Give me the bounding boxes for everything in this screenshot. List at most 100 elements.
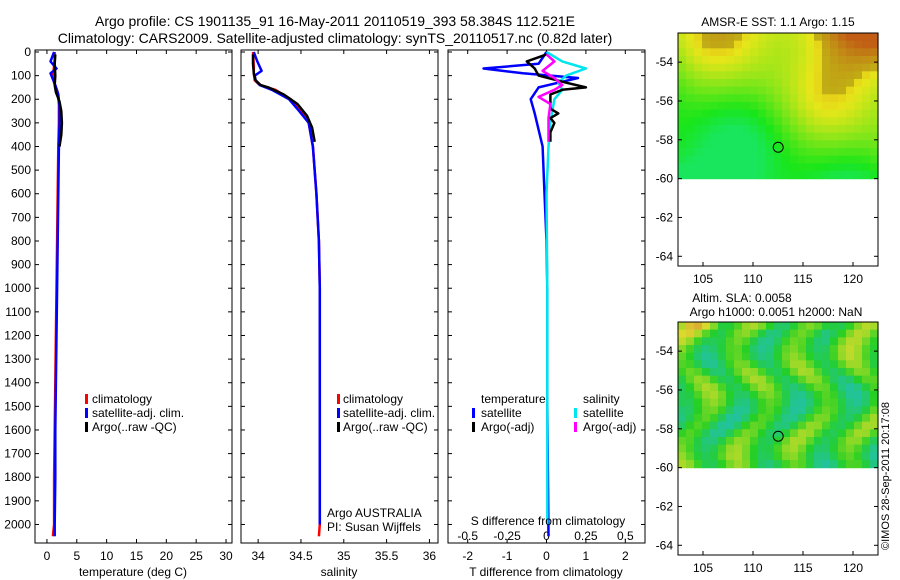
heatmap-cell bbox=[678, 329, 687, 338]
heatmap-cell bbox=[726, 390, 735, 400]
heatmap-cell bbox=[854, 78, 863, 88]
heatmap-cell bbox=[806, 459, 815, 469]
heatmap-cell bbox=[782, 406, 791, 415]
heatmap-cell bbox=[702, 94, 711, 103]
heatmap-cell bbox=[718, 163, 727, 172]
heatmap-cell bbox=[822, 375, 831, 384]
heatmap-cell bbox=[822, 367, 831, 377]
heatmap-cell bbox=[718, 383, 727, 392]
heatmap-cell bbox=[734, 170, 743, 180]
heatmap-cell bbox=[750, 352, 759, 361]
heatmap-cell bbox=[742, 48, 751, 57]
sla-lon-axis: 105 110 115 120 bbox=[693, 551, 863, 575]
heatmap-cell bbox=[726, 337, 735, 346]
heatmap-cell bbox=[718, 390, 727, 400]
heatmap-cell bbox=[806, 444, 815, 453]
heatmap-cell bbox=[734, 155, 743, 164]
heatmap-cell bbox=[790, 109, 799, 118]
heatmap-cell bbox=[822, 86, 831, 95]
heatmap-cell bbox=[782, 352, 791, 361]
heatmap-cell bbox=[766, 117, 775, 126]
heatmap-cell bbox=[774, 78, 783, 88]
temperature-x-label: temperature (deg C) bbox=[79, 565, 187, 579]
heatmap-cell bbox=[734, 124, 743, 134]
heatmap-cell bbox=[702, 406, 711, 415]
heatmap-cell bbox=[830, 436, 839, 446]
heatmap-cell bbox=[694, 436, 703, 446]
heatmap-cell bbox=[830, 86, 839, 95]
heatmap-cell bbox=[782, 55, 791, 65]
heatmap-cell bbox=[734, 452, 743, 461]
heatmap-cell bbox=[814, 140, 823, 149]
heatmap-cell bbox=[694, 155, 703, 164]
heatmap-cell bbox=[774, 101, 783, 111]
heatmap-cell bbox=[734, 413, 743, 423]
heatmap-cell bbox=[726, 33, 735, 42]
heatmap-cell bbox=[694, 48, 703, 57]
heatmap-cell bbox=[758, 322, 767, 331]
heatmap-cell bbox=[782, 360, 791, 369]
heatmap-cell bbox=[750, 406, 759, 415]
heatmap-cell bbox=[846, 459, 855, 469]
heatmap-cell bbox=[694, 117, 703, 126]
heatmap-cell bbox=[774, 33, 783, 42]
heatmap-cell bbox=[782, 413, 791, 423]
heatmap-cell bbox=[742, 170, 751, 180]
heatmap-cell bbox=[726, 71, 735, 80]
heatmap-cell bbox=[694, 459, 703, 469]
heatmap-cell bbox=[742, 63, 751, 72]
heatmap-cell bbox=[782, 329, 791, 338]
heatmap-cell bbox=[870, 155, 879, 164]
heatmap-cell bbox=[822, 170, 831, 180]
heatmap-cell bbox=[854, 132, 863, 141]
heatmap-cell bbox=[798, 452, 807, 461]
heatmap-cell bbox=[830, 459, 839, 469]
heatmap-cell bbox=[678, 48, 687, 57]
heatmap-cell bbox=[814, 421, 823, 430]
heatmap-cell bbox=[726, 429, 735, 438]
heatmap-cell bbox=[686, 33, 695, 42]
heatmap-cell bbox=[830, 360, 839, 369]
heatmap-cell bbox=[774, 155, 783, 164]
heatmap-cell bbox=[830, 170, 839, 180]
series-line-satellite bbox=[49, 51, 61, 537]
series-line-t-argo bbox=[525, 53, 588, 142]
heatmap-cell bbox=[686, 40, 695, 49]
heatmap-cell bbox=[798, 63, 807, 72]
heatmap-cell bbox=[734, 352, 743, 361]
heatmap-cell bbox=[766, 40, 775, 49]
heatmap-cell bbox=[702, 429, 711, 438]
heatmap-cell bbox=[854, 390, 863, 400]
heatmap-cell bbox=[686, 329, 695, 338]
heatmap-cell bbox=[702, 421, 711, 430]
heatmap-cell bbox=[846, 94, 855, 103]
heatmap-cell bbox=[846, 109, 855, 118]
heatmap-cell bbox=[782, 452, 791, 461]
heatmap-cell bbox=[726, 101, 735, 111]
heatmap-cell bbox=[838, 436, 847, 446]
heatmap-cell bbox=[678, 398, 687, 407]
heatmap-cell bbox=[742, 344, 751, 354]
heatmap-cell bbox=[790, 48, 799, 57]
heatmap-cell bbox=[846, 124, 855, 134]
t-difference-label: T difference from climatology bbox=[469, 565, 623, 579]
heatmap-cell bbox=[686, 436, 695, 446]
heatmap-cell bbox=[806, 429, 815, 438]
heatmap-cell bbox=[694, 109, 703, 118]
heatmap-cell bbox=[862, 124, 871, 134]
x-tick-label: 5 bbox=[73, 549, 80, 563]
heatmap-cell bbox=[694, 33, 703, 42]
heatmap-cell bbox=[822, 132, 831, 141]
heatmap-cell bbox=[838, 124, 847, 134]
heatmap-cell bbox=[686, 117, 695, 126]
heatmap-cell bbox=[758, 429, 767, 438]
heatmap-cell bbox=[750, 71, 759, 80]
heatmap-cell bbox=[686, 78, 695, 88]
heatmap-cell bbox=[718, 459, 727, 469]
heatmap-cell bbox=[814, 352, 823, 361]
heatmap-cell bbox=[862, 155, 871, 164]
heatmap-cell bbox=[702, 344, 711, 354]
heatmap-cell bbox=[846, 344, 855, 354]
heatmap-cell bbox=[766, 398, 775, 407]
x-tick-label: 36 bbox=[423, 549, 437, 563]
